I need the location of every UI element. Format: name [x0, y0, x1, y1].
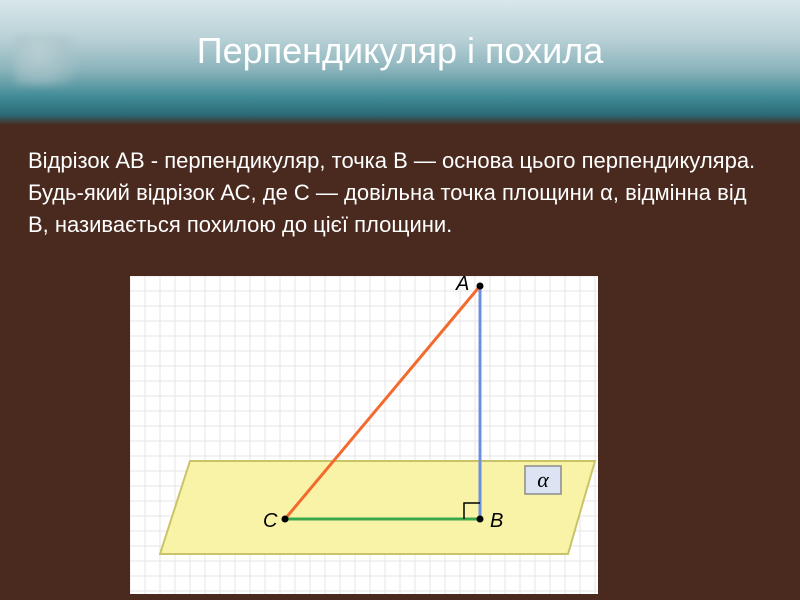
svg-text:C: C	[263, 510, 278, 532]
svg-text:A: A	[455, 276, 469, 295]
svg-text:B: B	[490, 510, 503, 532]
page-title: Перпендикуляр і похила	[0, 30, 800, 72]
diagram-svg: α A B C	[130, 276, 598, 594]
text-line-2: Будь-який відрізок АС, де С — довільна т…	[28, 180, 747, 237]
definition-text: Відрізок АВ - перпендикуляр, точка В — о…	[28, 145, 760, 241]
slide: Перпендикуляр і похила Відрізок АВ - пер…	[0, 0, 800, 600]
geometry-diagram: α A B C	[130, 276, 598, 594]
svg-text:α: α	[537, 467, 549, 492]
text-line-1: Відрізок АВ - перпендикуляр, точка В — о…	[28, 148, 755, 173]
